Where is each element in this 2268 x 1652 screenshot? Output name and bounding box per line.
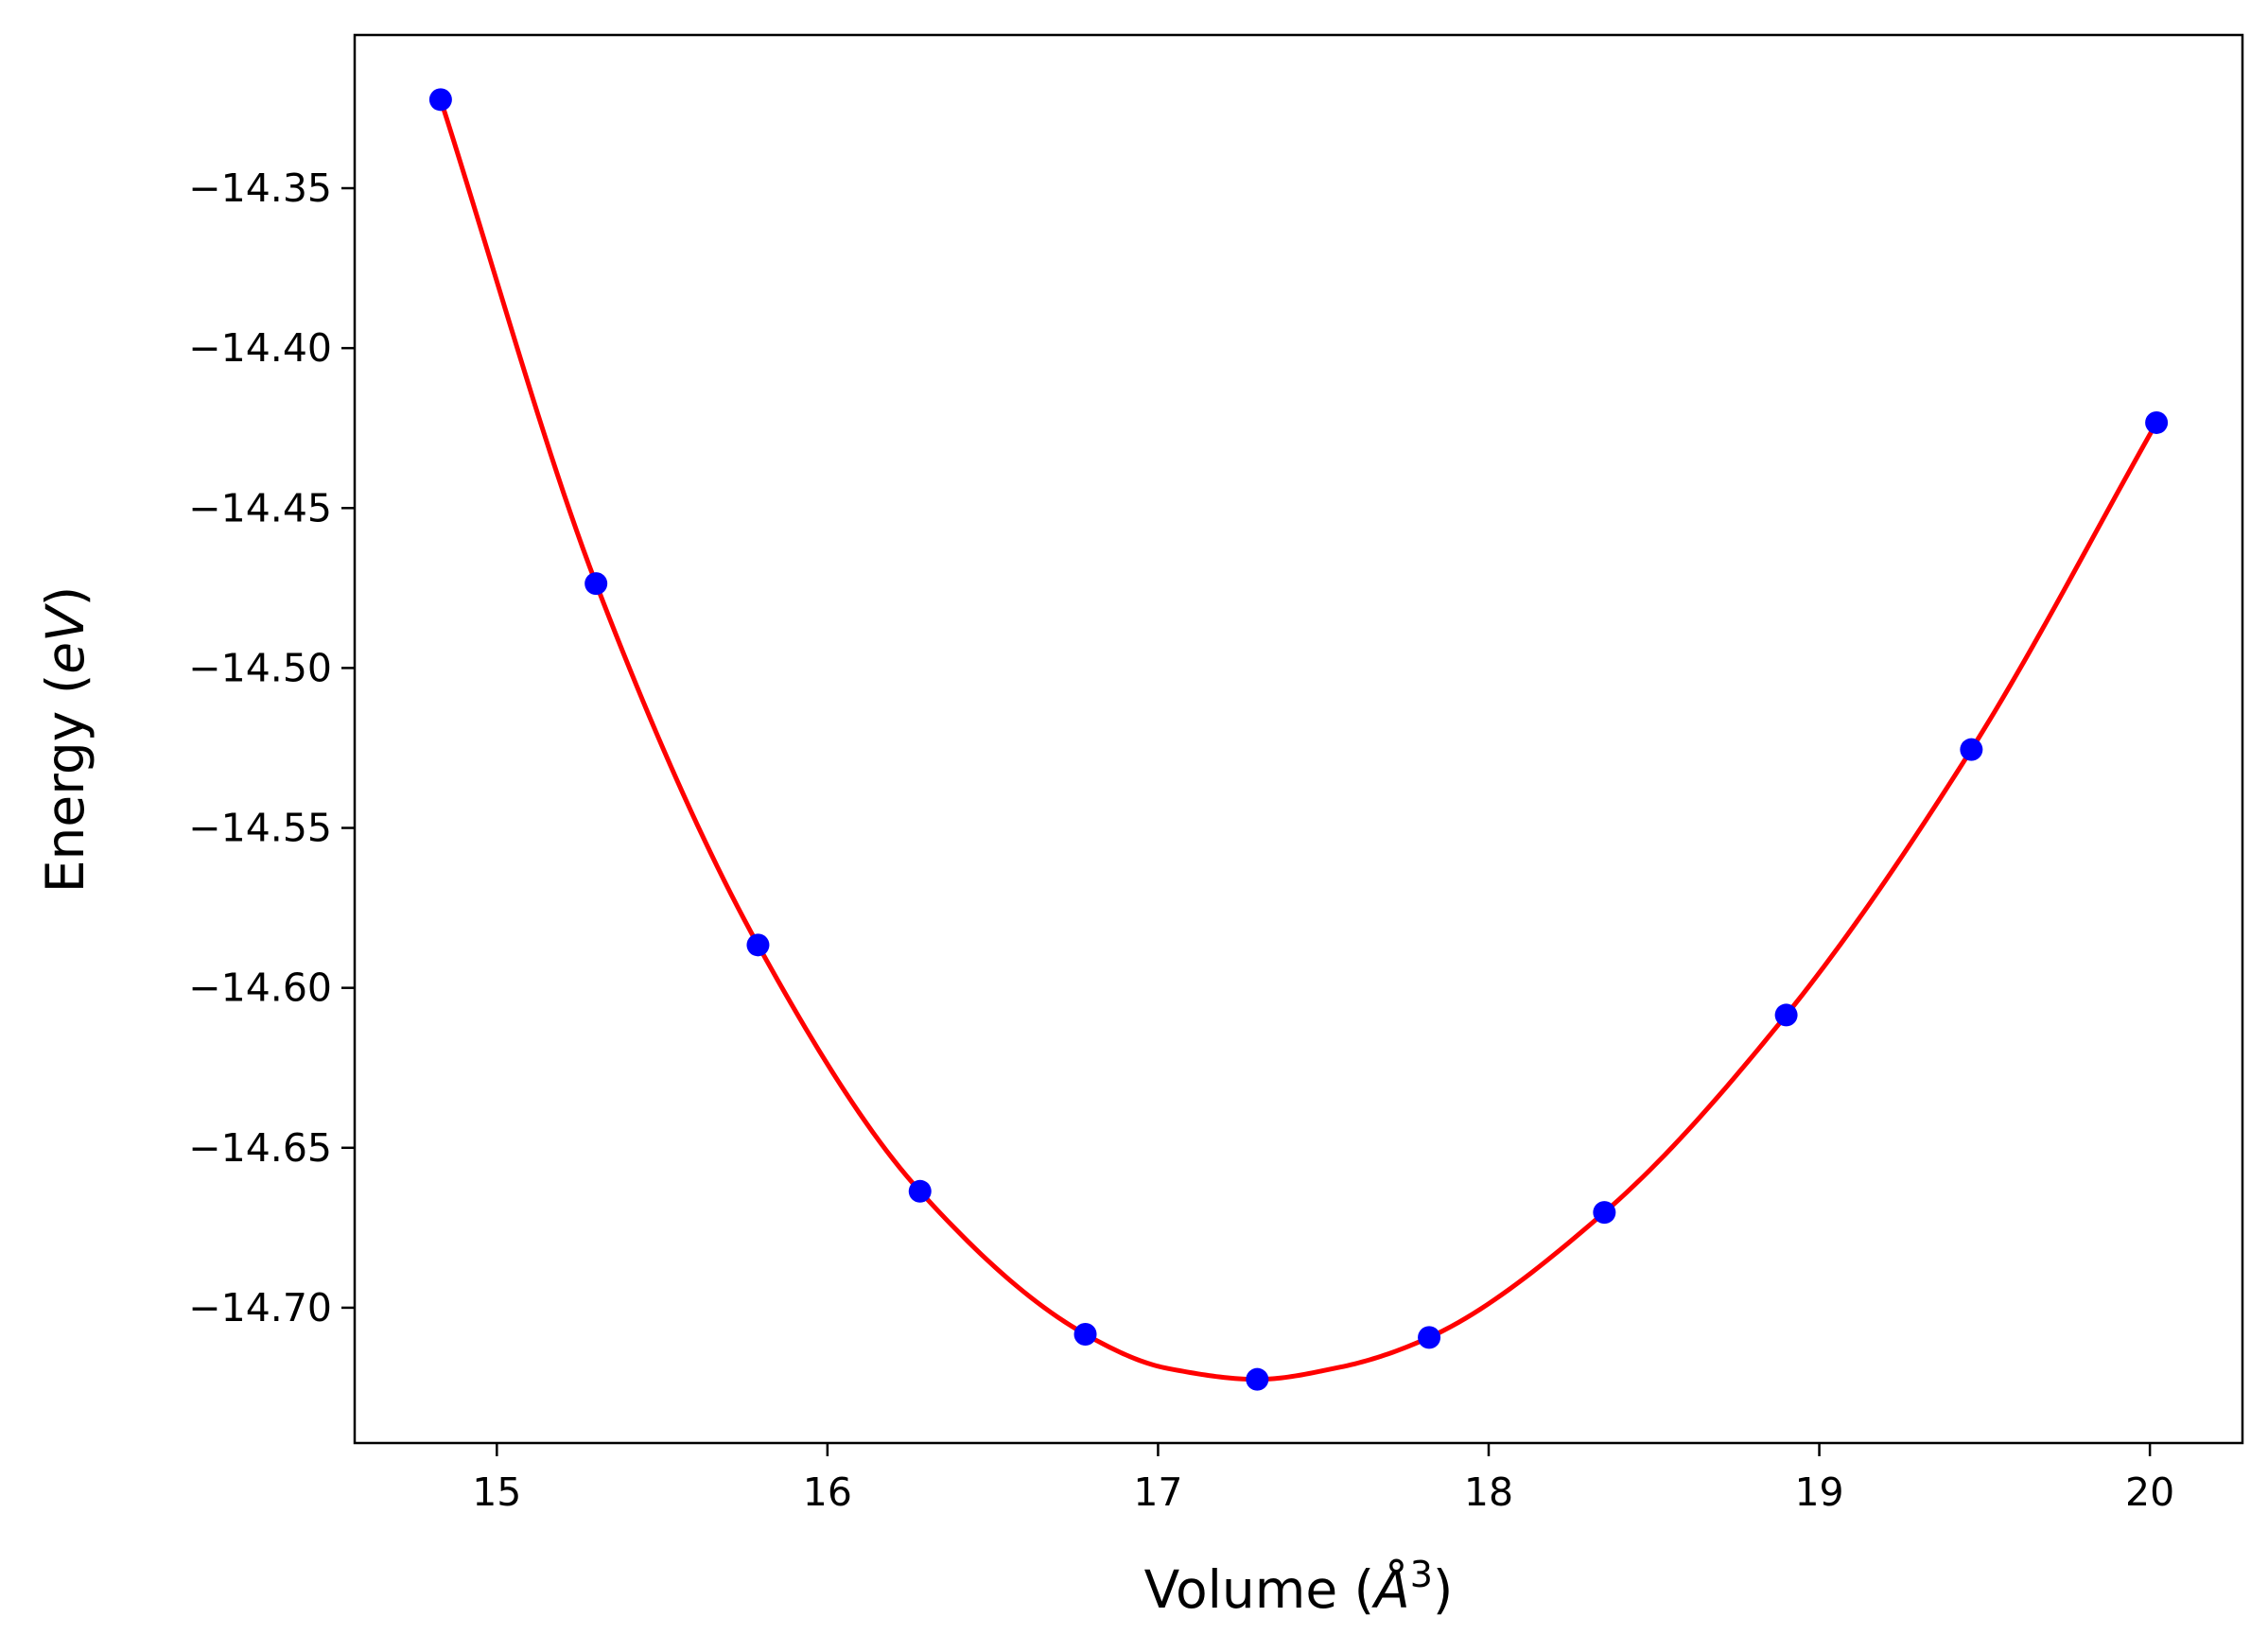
y-tick-label: −14.65: [188, 1125, 332, 1171]
data-point: [428, 88, 452, 112]
data-point: [1774, 1003, 1798, 1027]
data-point: [908, 1179, 932, 1203]
x-tick-label: 18: [1464, 1469, 1513, 1515]
y-tick-label: −14.40: [188, 325, 332, 371]
x-axis-ticks: 15 16 17 18 19 20: [472, 1443, 2174, 1515]
plot-frame: [353, 33, 2244, 1445]
data-point: [1593, 1201, 1616, 1225]
data-point: [746, 933, 770, 957]
x-axis-label: Volume (Å3): [1144, 1554, 1454, 1620]
x-tick-label: 15: [472, 1469, 521, 1515]
y-tick-label: −14.35: [188, 165, 332, 211]
x-tick-label: 19: [1794, 1469, 1843, 1515]
y-tick-label: −14.60: [188, 965, 332, 1011]
data-point: [2145, 410, 2169, 434]
y-tick-label: −14.55: [188, 806, 332, 851]
data-points-layer: [428, 88, 2169, 1391]
data-point: [1418, 1326, 1441, 1349]
y-axis-label: Energy (eV): [35, 586, 96, 893]
x-tick-label: 16: [803, 1469, 852, 1515]
y-tick-label: −14.70: [188, 1285, 332, 1330]
x-tick-label: 20: [2125, 1469, 2174, 1515]
plot-area: [355, 35, 2242, 1443]
data-point: [1960, 738, 1983, 761]
y-axis-ticks: −14.35 −14.40 −14.45 −14.50 −14.55 −14.60 −14.…: [188, 165, 355, 1330]
y-tick-label: −14.50: [188, 645, 332, 690]
data-point: [584, 572, 608, 596]
data-point: [1073, 1322, 1097, 1346]
y-tick-label: −14.45: [188, 485, 332, 530]
data-point: [1246, 1367, 1269, 1391]
x-tick-label: 17: [1133, 1469, 1182, 1515]
